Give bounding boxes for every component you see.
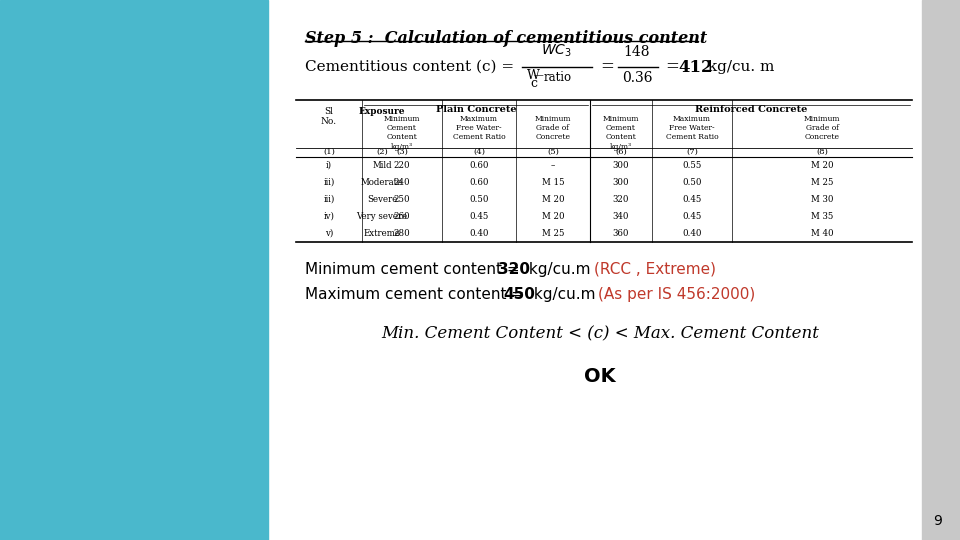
Text: 0.55: 0.55 [683,161,702,170]
Text: 9: 9 [933,514,942,528]
Text: (7): (7) [686,148,698,156]
Text: Min. Cement Content < (c) < Max. Cement Content: Min. Cement Content < (c) < Max. Cement … [381,325,819,342]
Text: 0.45: 0.45 [683,195,702,204]
Text: M 25: M 25 [541,229,564,238]
Text: 250: 250 [394,195,410,204]
Text: Plain Concrete: Plain Concrete [436,105,516,114]
Text: 0.60: 0.60 [469,161,489,170]
Text: Cementitious content (c) =: Cementitious content (c) = [305,60,515,74]
Text: $WC_3$: $WC_3$ [540,43,571,59]
Text: (5): (5) [547,148,559,156]
Text: iii): iii) [324,195,335,204]
Text: Minimum
Grade of
Concrete: Minimum Grade of Concrete [804,115,840,141]
Text: (As per IS 456:2000): (As per IS 456:2000) [598,287,756,302]
Text: Extreme: Extreme [364,229,400,238]
Text: 300: 300 [612,161,630,170]
Text: M 20: M 20 [810,161,833,170]
Text: Sl
No.: Sl No. [321,107,337,126]
Text: Maximum
Free Water-
Cement Ratio: Maximum Free Water- Cement Ratio [453,115,505,141]
Text: kg/cu.m: kg/cu.m [524,262,595,277]
Text: 0.40: 0.40 [683,229,702,238]
Text: Minimum
Cement
Content
kg/m³: Minimum Cement Content kg/m³ [603,115,639,151]
Text: M 20: M 20 [541,195,564,204]
Text: Reinforced Concrete: Reinforced Concrete [695,105,807,114]
Text: 320: 320 [612,195,629,204]
Text: M 30: M 30 [811,195,833,204]
Text: Very severe: Very severe [356,212,408,221]
Text: (RCC , Extreme): (RCC , Extreme) [594,262,716,277]
Text: 220: 220 [394,161,410,170]
Text: 0.36: 0.36 [622,71,652,85]
Text: (4): (4) [473,148,485,156]
Text: =: = [665,58,679,76]
Text: 320: 320 [498,262,530,277]
Text: 148: 148 [624,45,650,59]
Text: 412: 412 [678,58,712,76]
Text: Maximum cement content =: Maximum cement content = [305,287,529,302]
Bar [0,0,268,540]
Text: =: = [600,58,613,76]
Text: (3): (3) [396,148,408,156]
Text: ratio: ratio [544,71,572,84]
Text: (6): (6) [615,148,627,156]
Text: v): v) [324,229,333,238]
Text: –: – [551,161,555,170]
Text: 240: 240 [394,178,410,187]
Text: Moderate: Moderate [361,178,403,187]
Text: —: — [534,71,543,80]
Text: 0.50: 0.50 [683,178,702,187]
Text: 300: 300 [612,178,630,187]
Text: W: W [527,69,540,82]
Text: Step 5 :  Calculation of cementitious content: Step 5 : Calculation of cementitious con… [305,30,708,47]
Text: (1): (1) [324,148,335,156]
Text: M 20: M 20 [541,212,564,221]
Text: c: c [530,77,537,90]
Text: kg/cu.m: kg/cu.m [529,287,600,302]
Text: 340: 340 [612,212,629,221]
Text: Maximum
Free Water-
Cement Ratio: Maximum Free Water- Cement Ratio [665,115,718,141]
Text: 260: 260 [394,212,410,221]
Text: 0.45: 0.45 [683,212,702,221]
Text: iii): iii) [324,178,335,187]
Text: M 15: M 15 [541,178,564,187]
Text: (2): (2) [376,148,388,156]
Text: 360: 360 [612,229,629,238]
Text: M 35: M 35 [811,212,833,221]
Text: i): i) [326,161,332,170]
Text: M 25: M 25 [811,178,833,187]
Text: 450: 450 [503,287,535,302]
Text: 0.45: 0.45 [469,212,489,221]
Text: Mild: Mild [372,161,392,170]
Text: Minimum
Cement
Content
kg/m³: Minimum Cement Content kg/m³ [384,115,420,151]
Text: 0.40: 0.40 [469,229,489,238]
Text: Minimum
Grade of
Concrete: Minimum Grade of Concrete [535,115,571,141]
Bar [922,0,960,540]
Text: OK: OK [585,367,615,386]
Text: Exposure: Exposure [359,107,405,116]
Text: kg/cu. m: kg/cu. m [703,60,775,74]
Text: (8): (8) [816,148,828,156]
Text: 280: 280 [394,229,410,238]
Text: Severe: Severe [367,195,397,204]
Text: 0.60: 0.60 [469,178,489,187]
Text: 0.50: 0.50 [469,195,489,204]
Text: iv): iv) [324,212,334,221]
Text: Minimum cement content =: Minimum cement content = [305,262,524,277]
Text: M 40: M 40 [810,229,833,238]
